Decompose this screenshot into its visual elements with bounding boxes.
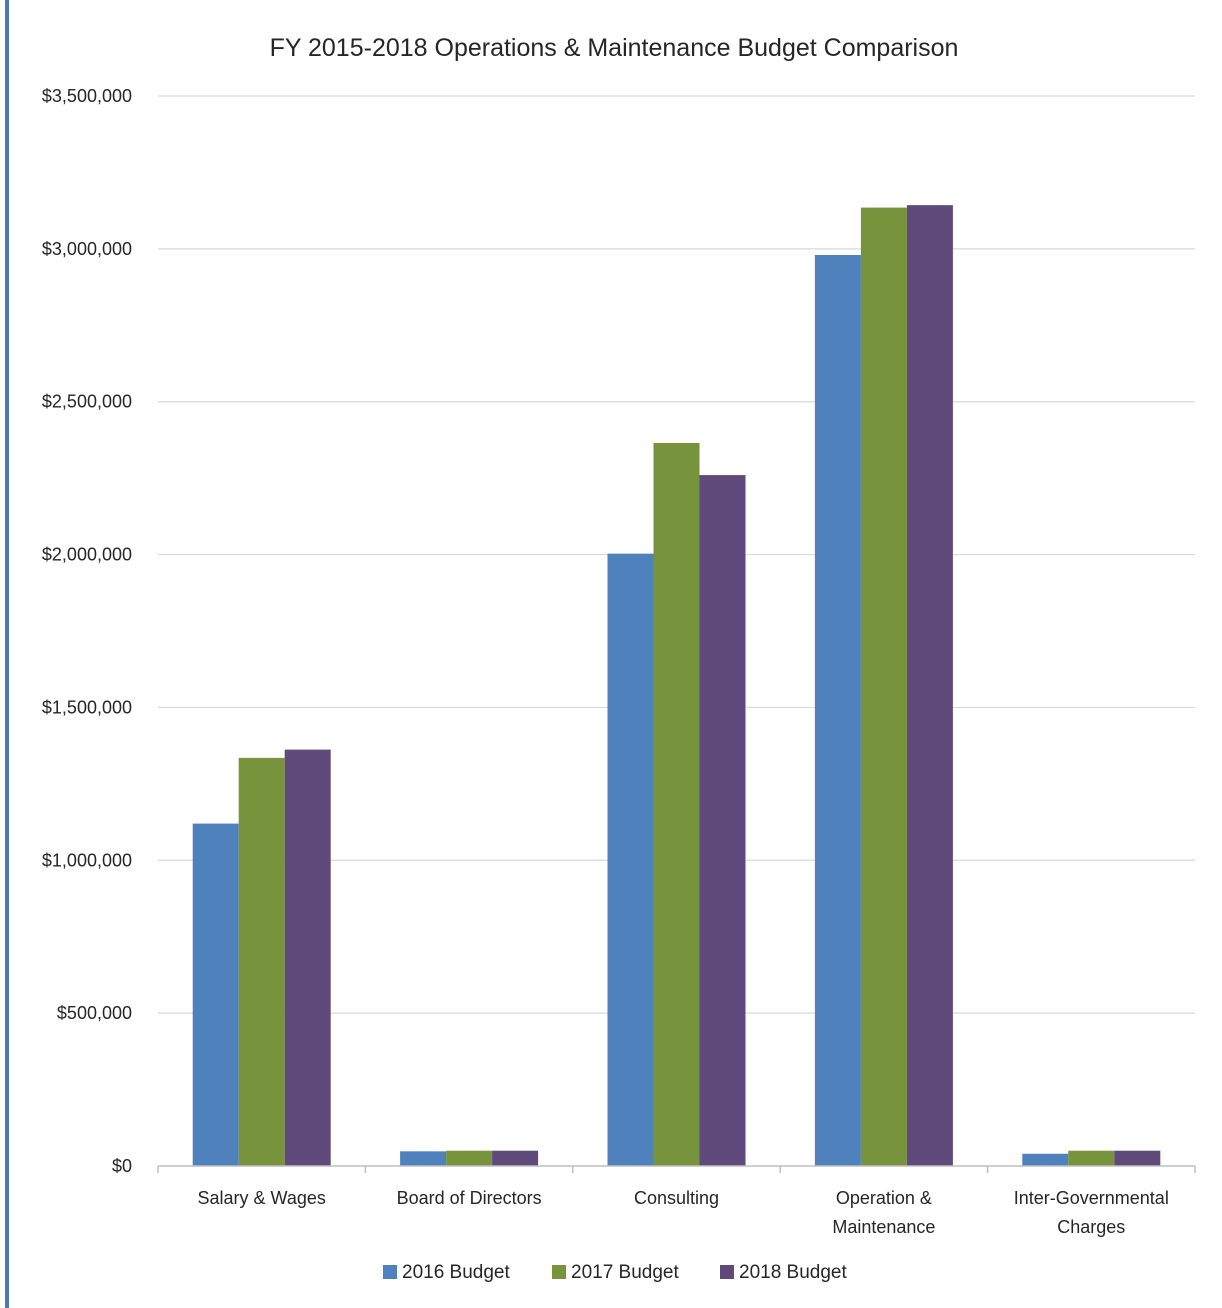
bar (906, 205, 953, 1166)
legend-label: 2016 Budget (402, 1262, 510, 1283)
y-axis-ticks: $0 $500,000 $1,000,000 $1,500,000 $2,000,000… (42, 86, 132, 1176)
bar (192, 823, 239, 1166)
x-tick-label: Operation & Maintenance (832, 1188, 935, 1237)
x-tick-label: Consulting (634, 1188, 719, 1208)
legend-swatch (720, 1265, 734, 1279)
x-tick-label: Salary & Wages (198, 1188, 326, 1208)
x-axis-ticks: Salary & Wages Board of Directors Consulti… (198, 1188, 1169, 1237)
bar (446, 1150, 493, 1166)
bar (238, 757, 285, 1166)
y-tick-label: $2,000,000 (42, 545, 132, 565)
bar (699, 475, 746, 1167)
y-tick-label: $3,000,000 (42, 239, 132, 259)
bar (400, 1151, 447, 1166)
bar (860, 207, 907, 1167)
y-tick-label: $1,500,000 (42, 697, 132, 717)
bar (1022, 1153, 1069, 1166)
bar (814, 254, 861, 1166)
x-tick-label: Board of Directors (397, 1188, 542, 1208)
y-tick-label: $500,000 (57, 1003, 132, 1023)
legend-label: 2018 Budget (739, 1262, 847, 1283)
legend-swatch (552, 1265, 566, 1279)
x-axis (157, 1165, 1196, 1173)
legend-swatch (383, 1265, 397, 1279)
y-tick-label: $1,000,000 (42, 850, 132, 870)
bar (653, 442, 700, 1166)
y-tick-label: $2,500,000 (42, 392, 132, 412)
bar (1114, 1150, 1161, 1166)
bar (492, 1150, 539, 1166)
legend: 2016 Budget 2017 Budget 2018 Budget (383, 1262, 847, 1283)
bars (192, 205, 1161, 1167)
chart-title: FY 2015-2018 Operations & Maintenance Bu… (270, 34, 959, 62)
bar (284, 749, 331, 1166)
legend-label: 2017 Budget (571, 1262, 679, 1283)
gridlines (158, 95, 1195, 1014)
y-tick-label: $3,500,000 (42, 86, 132, 106)
y-tick-label: $0 (112, 1156, 132, 1176)
bar (1068, 1150, 1115, 1166)
bar (607, 553, 654, 1166)
x-tick-label: Inter-Governmental Charges (1014, 1188, 1169, 1237)
